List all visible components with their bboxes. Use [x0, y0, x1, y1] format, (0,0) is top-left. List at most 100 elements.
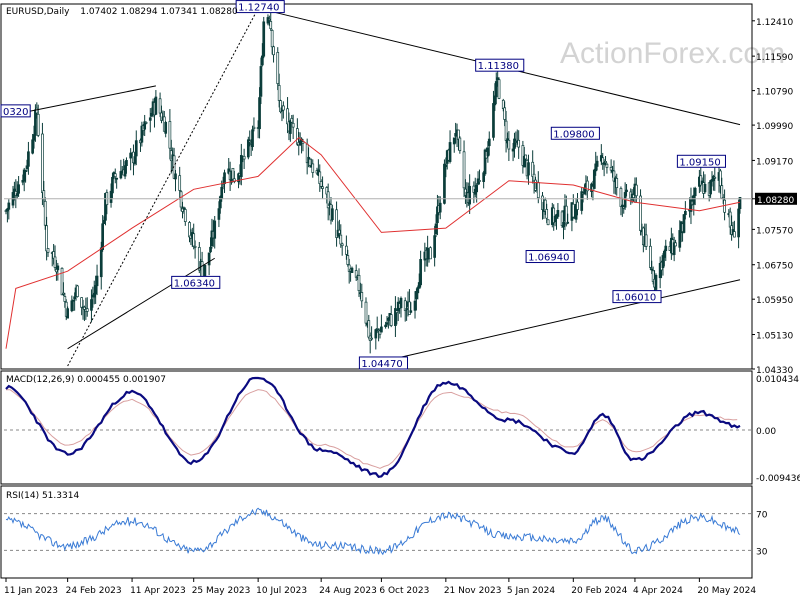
candle	[475, 183, 479, 203]
price-annotation-box	[475, 58, 525, 72]
candle	[482, 170, 486, 189]
candle-body	[289, 120, 292, 134]
candle	[458, 136, 462, 154]
candle	[70, 295, 74, 313]
candle-body	[367, 320, 371, 338]
candle	[269, 12, 273, 31]
candle-body	[220, 186, 224, 200]
candle	[658, 256, 662, 289]
candle-body	[650, 268, 654, 271]
date-tick-label: 24 Aug 2023	[319, 586, 377, 596]
candle-body	[192, 233, 196, 247]
candle	[723, 189, 726, 221]
candle-body	[17, 184, 20, 194]
candle-body	[576, 201, 579, 210]
candle	[478, 169, 481, 185]
price-annotation-box	[358, 356, 409, 370]
candle	[66, 306, 69, 319]
candle-body	[296, 128, 299, 145]
candle-body	[209, 246, 212, 253]
candle	[452, 137, 456, 153]
candle	[45, 216, 48, 261]
candle-body	[188, 222, 191, 238]
candle-body	[154, 96, 158, 115]
candle-body	[246, 139, 250, 158]
candle-body	[644, 234, 648, 247]
candle	[396, 297, 400, 322]
price-panel	[4, 12, 752, 354]
candle-body	[689, 199, 693, 212]
candle	[183, 207, 187, 226]
candle-body	[556, 210, 560, 217]
candle	[639, 189, 642, 236]
candle-body	[387, 317, 390, 321]
macd-line	[5, 376, 741, 478]
price-annotation: 1.06940	[525, 250, 575, 264]
candle	[347, 258, 351, 284]
candle	[193, 240, 197, 259]
price-annotation-text: 1.12740	[238, 3, 279, 14]
candle-body	[73, 296, 76, 300]
candle-body	[580, 191, 584, 211]
candle-body	[609, 166, 613, 171]
candle	[282, 101, 285, 119]
candle	[242, 148, 246, 170]
candle	[443, 159, 446, 205]
candle-body	[595, 160, 599, 167]
candle-body	[277, 85, 281, 101]
candle	[276, 47, 280, 91]
candle	[672, 236, 676, 262]
candle	[27, 141, 30, 175]
candle	[615, 173, 619, 196]
candle	[85, 297, 89, 317]
candle-body	[438, 202, 442, 213]
price-annotation-box	[676, 154, 726, 168]
candle	[504, 110, 508, 153]
trendline	[381, 279, 741, 363]
candle	[340, 242, 344, 256]
candle	[709, 180, 712, 198]
price-tick-label: 1.11590	[756, 53, 793, 63]
candle-body	[536, 182, 540, 199]
candle	[252, 117, 256, 132]
macd-title: MACD(12,26,9) 0.000455 0.001907	[6, 375, 166, 385]
candle-body	[380, 326, 383, 333]
candle-body	[345, 245, 348, 255]
candle	[713, 167, 717, 191]
date-tick-label: 5 Jan 2024	[507, 586, 555, 596]
candle-body	[45, 225, 48, 252]
candle-body	[737, 208, 740, 238]
candle-body	[60, 267, 64, 296]
watermark-text: ActionForex.com	[560, 37, 785, 70]
candle-body	[692, 194, 696, 205]
rsi-tick-label: 30	[756, 547, 768, 557]
candle	[360, 283, 364, 308]
trendline	[5, 85, 156, 117]
candle	[674, 239, 677, 247]
price-tick-label: 1.09170	[756, 157, 793, 167]
candle-body	[102, 220, 106, 224]
panel-frame-3	[0, 485, 753, 579]
candle-body	[318, 171, 322, 184]
candle	[580, 187, 584, 215]
candle	[90, 289, 93, 323]
candle	[527, 154, 530, 185]
candle	[623, 182, 627, 210]
current-price-text: 1.08280	[757, 196, 794, 206]
candle	[483, 148, 487, 176]
candle	[497, 77, 501, 100]
candle	[63, 292, 67, 308]
candle-body	[76, 285, 79, 297]
date-tick-label: 11 Apr 2023	[130, 586, 186, 596]
candle	[605, 162, 609, 174]
candle-body	[232, 178, 236, 183]
candle	[664, 239, 668, 261]
date-tick-label: 6 Oct 2023	[379, 586, 429, 596]
candle-body	[326, 191, 330, 209]
candle-body	[350, 267, 354, 273]
candle-body	[487, 138, 491, 147]
candle-body	[504, 120, 508, 141]
candle	[36, 104, 40, 138]
candle-body	[654, 274, 658, 290]
candle-body	[123, 165, 127, 177]
